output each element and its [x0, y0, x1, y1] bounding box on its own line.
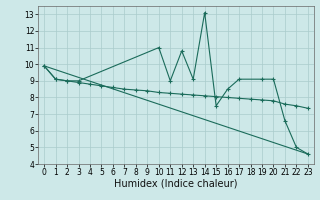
X-axis label: Humidex (Indice chaleur): Humidex (Indice chaleur): [114, 179, 238, 189]
